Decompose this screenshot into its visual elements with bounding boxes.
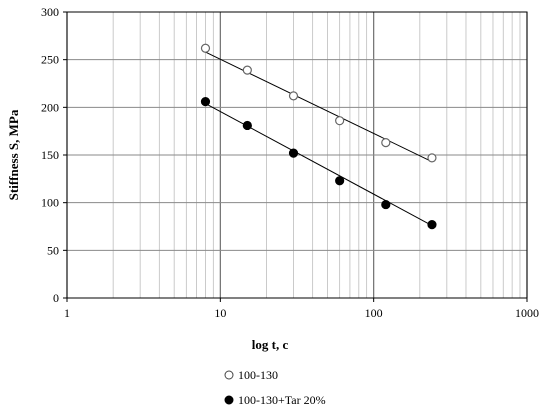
- filled-circle-point: [242, 120, 252, 131]
- data-points: [200, 43, 437, 230]
- filled-circle-point: [200, 97, 211, 107]
- legend-open-circle-marker: [224, 370, 234, 380]
- open-circle-point: [200, 43, 211, 53]
- open-circle-point: [427, 153, 437, 163]
- x-tick-label: 1: [64, 306, 70, 320]
- filled-circle-point: [335, 176, 345, 186]
- trendlines: [205, 51, 433, 226]
- x-tick-label: 100: [365, 306, 383, 320]
- x-tick-label: 10: [214, 306, 226, 320]
- y-tick-label: 100: [41, 196, 59, 210]
- open-circle-point: [288, 91, 299, 101]
- y-tick-label: 50: [47, 243, 59, 257]
- trendline: [205, 103, 433, 226]
- legend: 100-130 100-130+Tar 20%: [224, 368, 326, 407]
- y-axis-title: Stiffness S, MPa: [6, 109, 21, 200]
- y-tick-label: 200: [41, 100, 59, 114]
- open-circle-point: [381, 138, 391, 148]
- x-tick-label: 1000: [515, 306, 539, 320]
- y-tick-label: 0: [53, 291, 59, 305]
- open-circle-point: [335, 116, 345, 126]
- y-tick-label: 150: [41, 148, 59, 162]
- y-tick-label: 250: [41, 53, 59, 67]
- y-tick-label: 300: [41, 5, 59, 19]
- filled-circle-point: [288, 148, 299, 158]
- legend-filled-circle-marker: [224, 395, 234, 405]
- filled-circle-point: [381, 199, 391, 210]
- legend-label: 100-130: [238, 368, 278, 382]
- axes: 0 50 100 150 200 250 300 1 10 100 1000: [41, 5, 539, 320]
- legend-label: 100-130+Tar 20%: [238, 393, 326, 407]
- x-axis-title: log t, c: [252, 337, 289, 352]
- open-circle-point: [242, 65, 252, 75]
- filled-circle-point: [427, 219, 437, 230]
